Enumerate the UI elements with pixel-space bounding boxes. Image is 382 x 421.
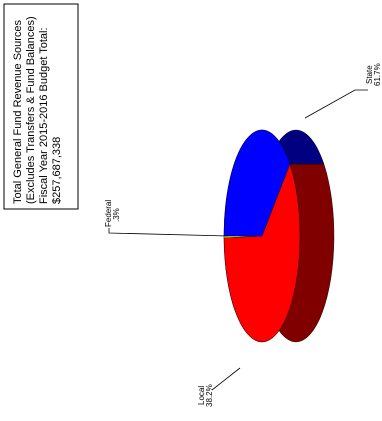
title-line-2: (Excludes Transfers & Fund Balances) [25, 16, 37, 204]
title-line-3: Fiscal Year 2015-2016 Budget Total: [38, 27, 50, 204]
pie-slice-state [223, 163, 301, 343]
local-label: Local [197, 386, 206, 405]
local-percent: 38.2% [205, 384, 214, 407]
federal-label: Federal [104, 200, 113, 227]
state-leader-line [304, 89, 368, 119]
title-line-1: Total General Fund Revenue Sources [12, 19, 24, 204]
federal-leader-line [108, 228, 229, 237]
title-line-4: $257,687,338 [51, 137, 63, 204]
federal-percent: .3% [112, 208, 121, 222]
state-percent: 61.7% [373, 63, 382, 86]
slice-labels: State 61.7% Federal .3% Local 38.2% [104, 63, 382, 407]
leader-lines [108, 89, 368, 391]
pie-slice-local [223, 129, 291, 237]
title-box: Total General Fund Revenue Sources (Excl… [3, 3, 79, 210]
state-label: State [365, 65, 374, 84]
pie-group [223, 129, 335, 343]
local-leader-line [211, 367, 241, 391]
